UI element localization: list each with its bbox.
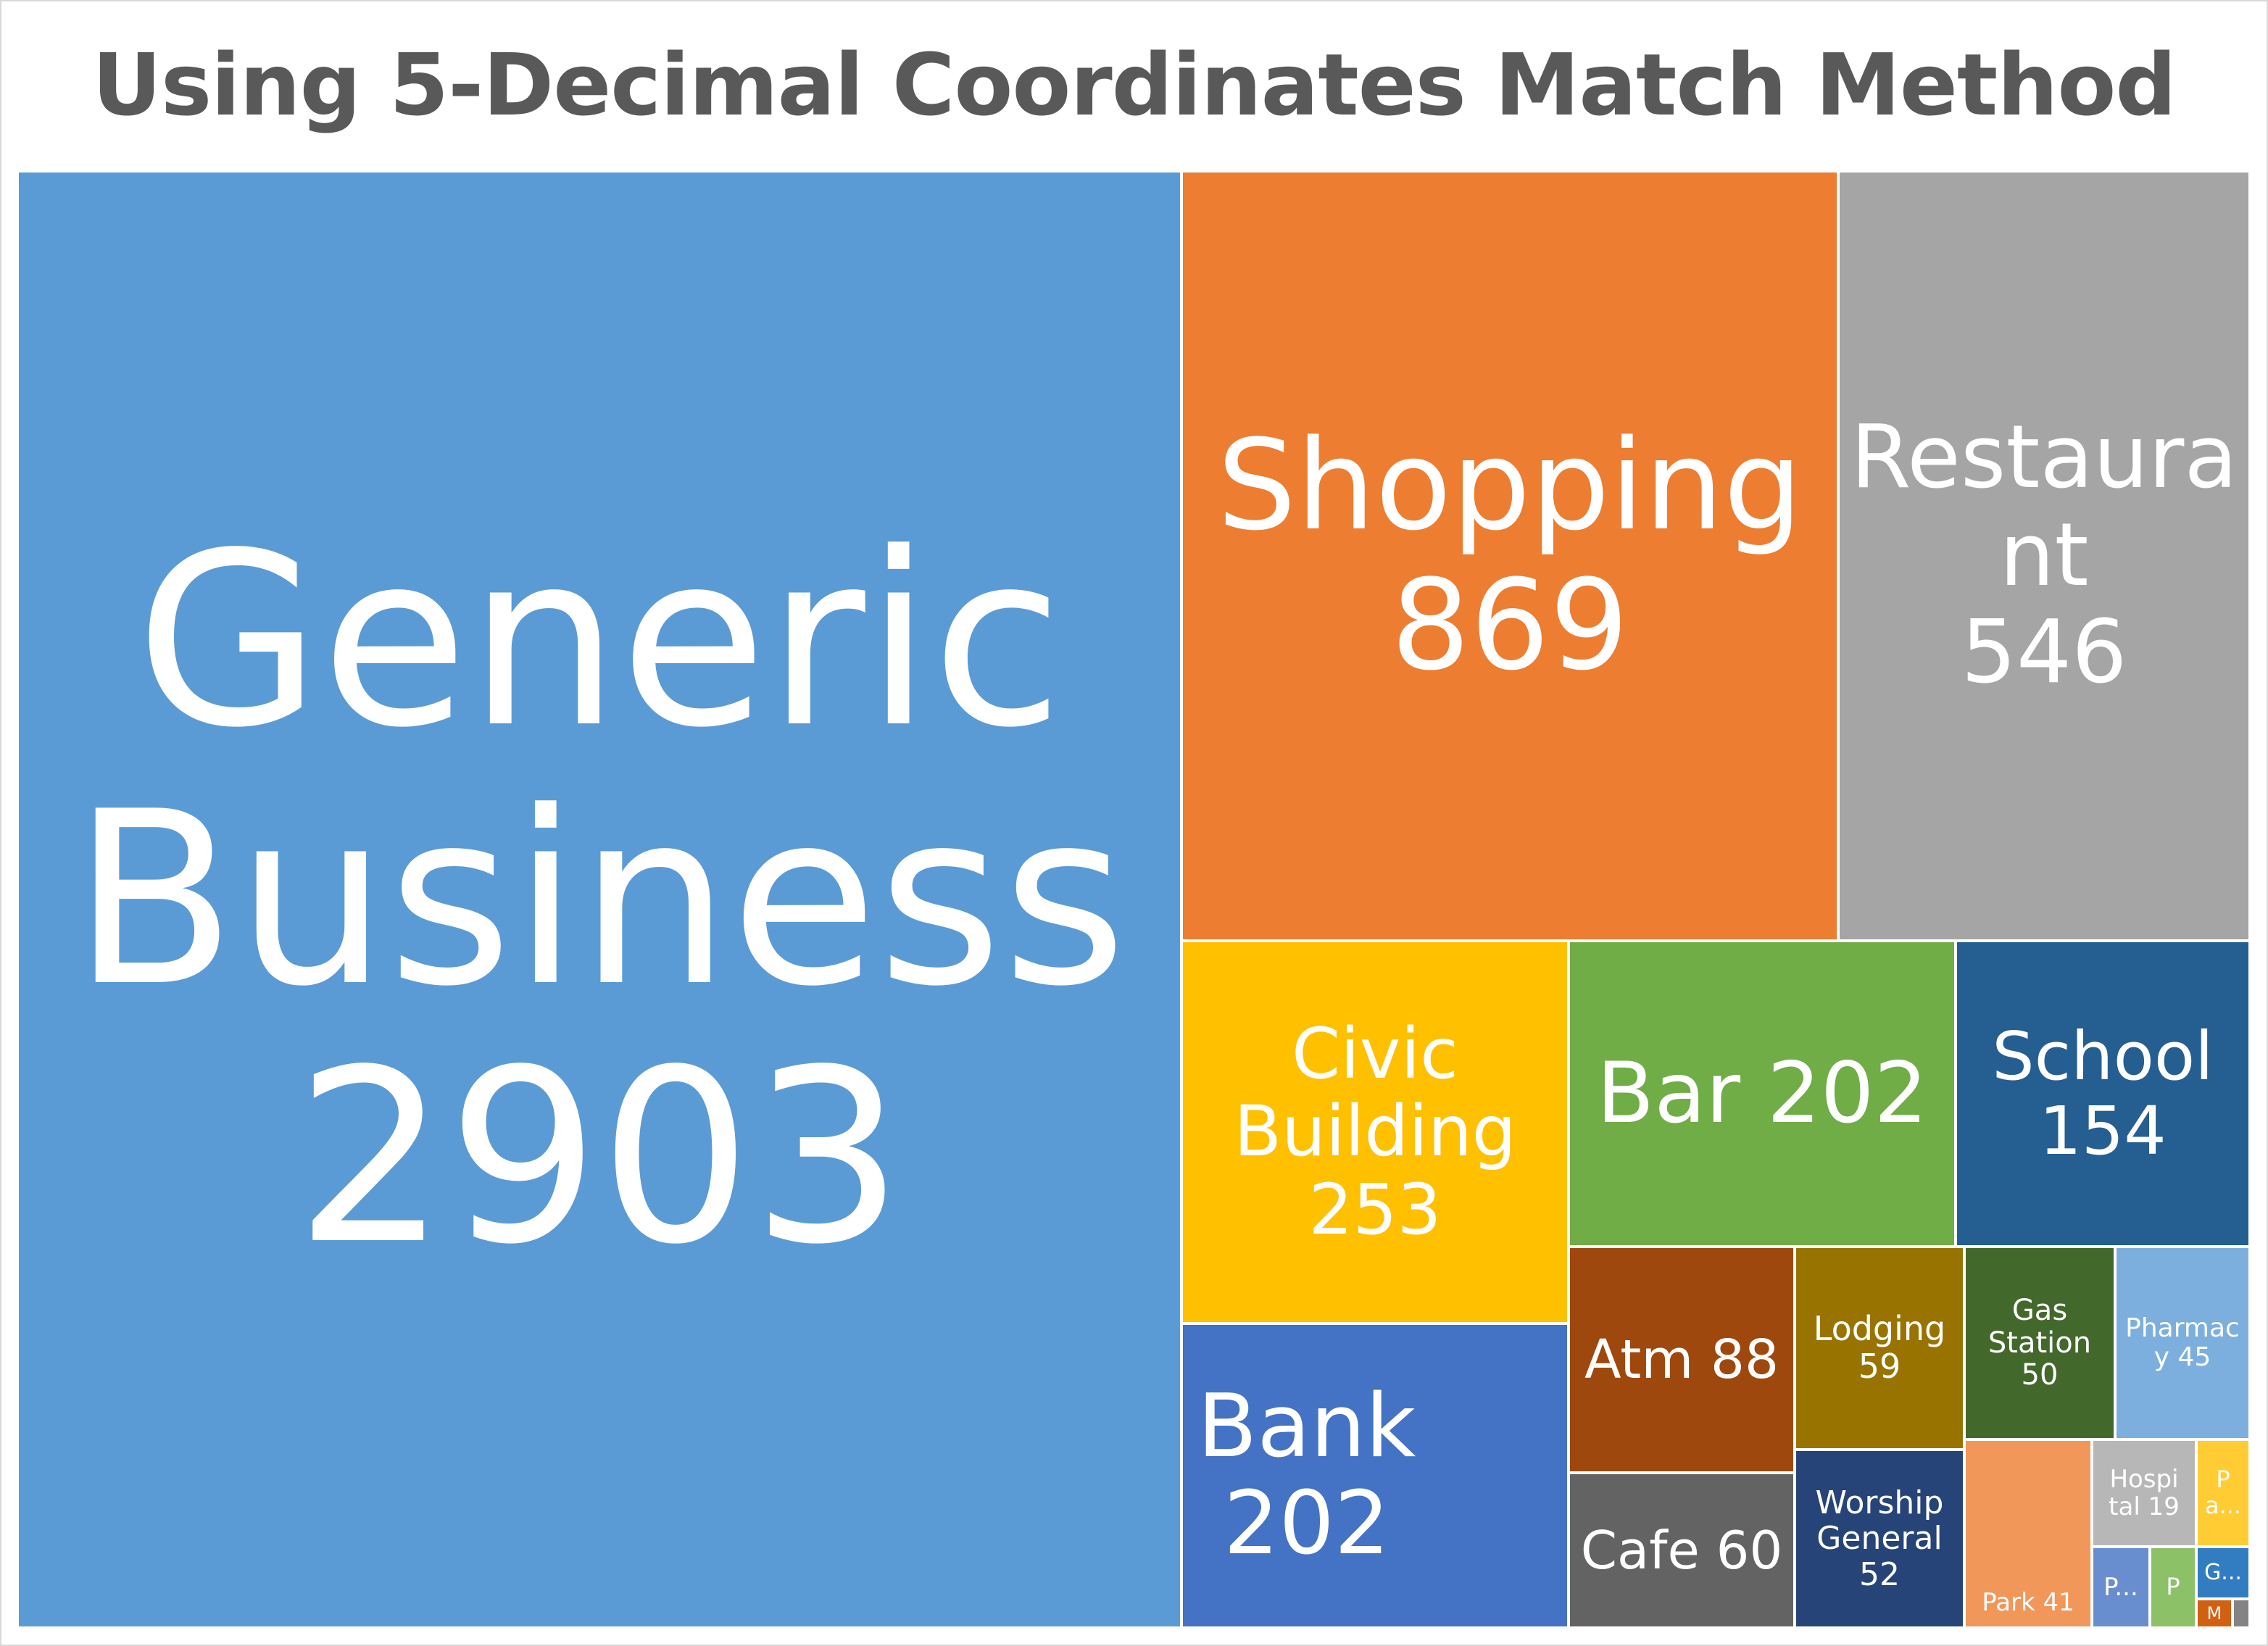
treemap-label: Gas Station 50 [1987, 1293, 2092, 1392]
treemap-label: M [2206, 1603, 2222, 1624]
treemap-label: Atm 88 [1584, 1328, 1779, 1391]
treemap-tile-m: M [2196, 1599, 2232, 1628]
treemap-label: Bank 202 [1197, 1376, 1416, 1574]
treemap-tile-p-yellow: P a... [2196, 1439, 2250, 1547]
treemap-tile-restaurant: Restaura nt 546 [1838, 171, 2250, 941]
treemap-label: Pharmac y 45 [2125, 1313, 2240, 1372]
treemap-tile-generic-business: Generic Business 2903 [17, 171, 1181, 1628]
treemap-label: Cafe 60 [1580, 1519, 1783, 1581]
treemap-label: Lodging 59 [1813, 1309, 1946, 1386]
treemap-label: G... [2204, 1560, 2242, 1586]
treemap-tile-bar: Bar 202 [1569, 941, 1956, 1247]
treemap-tile-hospital: Hospi tal 19 [2092, 1439, 2196, 1547]
treemap-tile-worship-general: Worship General 52 [1795, 1450, 1964, 1628]
treemap-tile-small-gray [2232, 1599, 2250, 1628]
treemap-area: Generic Business 2903 Shopping 869 Restaur… [17, 171, 2250, 1628]
treemap-tile-shopping: Shopping 869 [1181, 171, 1838, 941]
treemap-label: Shopping 869 [1217, 412, 1803, 698]
treemap-label: School 154 [1992, 1017, 2214, 1170]
treemap-tile-civic-building: Civic Building 253 [1181, 941, 1569, 1323]
treemap-tile-school: School 154 [1956, 941, 2250, 1247]
treemap-tile-g: G... [2196, 1547, 2250, 1599]
treemap-tile-pharmacy: Pharmac y 45 [2115, 1247, 2250, 1439]
treemap-label: Bar 202 [1596, 1044, 1928, 1143]
treemap-label: Hospi tal 19 [2109, 1464, 2180, 1521]
treemap-label: P... [2103, 1572, 2138, 1602]
treemap-tile-cafe: Cafe 60 [1569, 1473, 1795, 1628]
treemap-label: P a... [2204, 1466, 2242, 1519]
treemap-label: Generic Business 2903 [72, 502, 1127, 1297]
treemap-label: P [2166, 1573, 2180, 1601]
treemap-tile-atm: Atm 88 [1569, 1247, 1795, 1473]
treemap-label: Civic Building 253 [1234, 1013, 1516, 1250]
treemap-label: Worship General 52 [1815, 1484, 1944, 1593]
treemap-tile-park: Park 41 [1964, 1439, 2092, 1628]
treemap-tile-p-green: P [2150, 1547, 2196, 1628]
treemap-tile-p-blue: P... [2092, 1547, 2150, 1628]
treemap-label: Restaura nt 546 [1850, 407, 2238, 704]
treemap-tile-lodging: Lodging 59 [1795, 1247, 1964, 1450]
treemap-tile-bank: Bank 202 [1181, 1323, 1569, 1628]
treemap-tile-gas-station: Gas Station 50 [1964, 1247, 2115, 1439]
chart-title: Using 5-Decimal Coordinates Match Method [92, 35, 2177, 135]
treemap-label: Park 41 [1982, 1587, 2074, 1617]
